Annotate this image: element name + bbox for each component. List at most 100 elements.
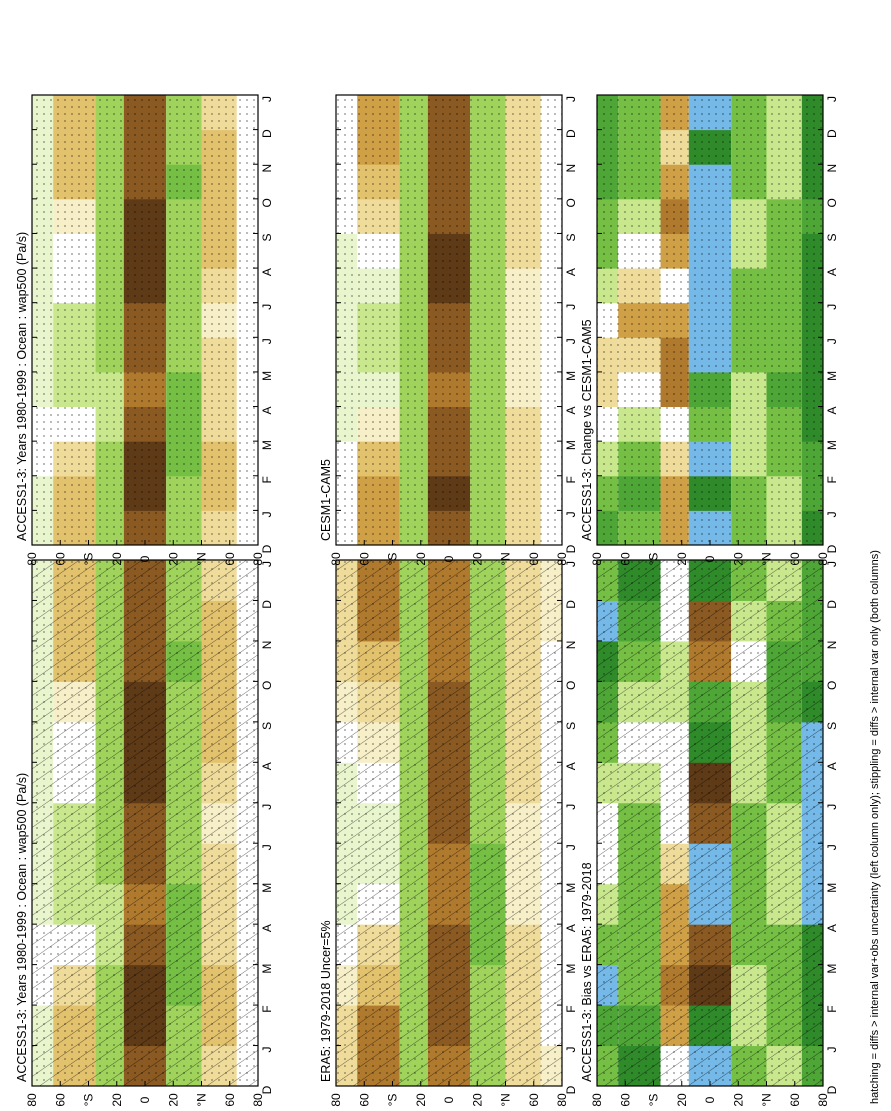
y-tick-label: 0 — [703, 1096, 717, 1103]
x-tick-label: D — [564, 129, 578, 138]
x-tick-label: A — [825, 924, 839, 932]
y-tick-label: 80 — [555, 1093, 569, 1107]
hatch-overlay — [32, 560, 258, 1086]
x-tick-label: D — [260, 1085, 274, 1094]
panel-title: ACCESS1-3: Years 1980-1999 : Ocean : wap… — [15, 232, 29, 541]
y-tick-label: °S — [82, 553, 96, 566]
x-tick-label: A — [564, 924, 578, 932]
x-tick-label: J — [564, 561, 578, 567]
y-tick-label: 20 — [731, 552, 745, 566]
panel-title: ERA5: 1979-2018 Uncer=5% — [319, 920, 333, 1082]
y-tick-label: °S — [647, 553, 661, 566]
panel-right-top: DJFMAMJJASONDJ8060°N20020°S6080ACCESS1-3… — [15, 94, 274, 566]
y-tick-label: °S — [82, 1094, 96, 1107]
y-tick-label: 80 — [251, 552, 265, 566]
y-tick-label: °N — [760, 1093, 774, 1106]
y-tick-label: 60 — [527, 1093, 541, 1107]
x-tick-label: M — [564, 964, 578, 974]
panel-right-bottom: DJFMAMJJASONDJ8060°N20020°S6080ACCESS1-3… — [580, 94, 839, 566]
x-tick-label: S — [825, 233, 839, 241]
panel-left-middle: D J F M A M J J A S O N D J 80 60 °N 20 0 20 °S 60 80 ERA5: 197… — [319, 559, 578, 1107]
y-tick-label: 60 — [788, 1093, 802, 1107]
y-tick-label: 60 — [618, 1093, 632, 1107]
x-tick-label: A — [564, 268, 578, 276]
x-tick-label: D — [825, 1085, 839, 1094]
x-tick-label: J — [564, 338, 578, 344]
x-tick-label: M — [260, 440, 274, 450]
x-tick-label: A — [564, 762, 578, 770]
y-tick-label: 80 — [251, 1093, 265, 1107]
x-tick-label: N — [564, 164, 578, 173]
y-tick-label: 20 — [470, 552, 484, 566]
x-tick-label: O — [260, 198, 274, 207]
x-tick-label: J — [260, 511, 274, 517]
x-tick-label: O — [825, 681, 839, 690]
x-tick-label: M — [825, 883, 839, 893]
y-tick-label: 80 — [816, 1093, 830, 1107]
x-tick-label: O — [825, 198, 839, 207]
x-tick-label: S — [260, 722, 274, 730]
y-tick-label: 80 — [25, 1093, 39, 1107]
x-tick-label: N — [825, 164, 839, 173]
y-tick-label: 60 — [618, 552, 632, 566]
x-tick-label: J — [564, 844, 578, 850]
x-tick-label: J — [564, 304, 578, 310]
panel-right-middle: DJFMAMJJASONDJ8060°N20020°S6080CESM1-CAM… — [319, 94, 578, 566]
panel-left-bottom: D J F M A M J J A S O N D J 80 60 °N 20 0 20 °S 60 80 ACCESS1-3… — [580, 559, 839, 1107]
y-tick-label: 20 — [675, 1093, 689, 1107]
x-tick-label: M — [825, 371, 839, 381]
x-tick-label: J — [564, 96, 578, 102]
x-tick-label: D — [260, 544, 274, 553]
x-tick-label: F — [825, 476, 839, 483]
hatch-overlay — [597, 560, 823, 1086]
y-tick-label: 60 — [788, 552, 802, 566]
x-tick-label: J — [564, 804, 578, 810]
x-tick-label: O — [564, 681, 578, 690]
y-tick-label: 0 — [138, 555, 152, 562]
x-tick-label: A — [260, 268, 274, 276]
x-tick-label: A — [564, 407, 578, 415]
y-tick-label: °S — [386, 1094, 400, 1107]
x-tick-label: M — [564, 883, 578, 893]
x-tick-label: A — [260, 407, 274, 415]
y-tick-label: 20 — [731, 1093, 745, 1107]
x-tick-label: J — [825, 511, 839, 517]
x-tick-label: M — [825, 964, 839, 974]
y-tick-label: 0 — [442, 1096, 456, 1103]
x-tick-label: F — [825, 1005, 839, 1012]
x-tick-label: J — [564, 1047, 578, 1053]
x-tick-label: N — [260, 641, 274, 650]
x-tick-label: D — [825, 544, 839, 553]
y-tick-label: 60 — [53, 1093, 67, 1107]
x-tick-label: N — [564, 641, 578, 650]
x-tick-label: M — [564, 440, 578, 450]
x-tick-label: D — [825, 129, 839, 138]
footer-note: hatching = diffs > internal var+obs unce… — [869, 550, 881, 1104]
x-tick-label: S — [825, 722, 839, 730]
x-tick-label: A — [825, 268, 839, 276]
y-tick-label: 20 — [166, 552, 180, 566]
x-tick-label: D — [564, 1085, 578, 1094]
y-tick-label: 60 — [53, 552, 67, 566]
x-tick-label: J — [825, 304, 839, 310]
x-tick-label: N — [825, 641, 839, 650]
x-tick-label: J — [260, 304, 274, 310]
y-tick-label: 60 — [223, 1093, 237, 1107]
panel-title: ACCESS1-3: Bias vs ERA5: 1979-2018 — [580, 862, 594, 1082]
x-tick-label: S — [564, 233, 578, 241]
y-tick-label: 60 — [357, 1093, 371, 1107]
y-tick-label: °N — [195, 1093, 209, 1106]
hatch-overlay — [336, 560, 562, 1086]
x-tick-label: M — [260, 371, 274, 381]
panel-title: ACCESS1-3: Years 1980-1999 : Ocean : wap… — [15, 773, 29, 1082]
x-tick-label: J — [260, 561, 274, 567]
x-tick-label: J — [260, 804, 274, 810]
y-tick-label: 20 — [470, 1093, 484, 1107]
y-tick-label: 0 — [442, 555, 456, 562]
x-tick-label: F — [564, 476, 578, 483]
y-tick-label: 20 — [110, 552, 124, 566]
y-tick-label: 80 — [329, 1093, 343, 1107]
y-tick-label: 60 — [223, 552, 237, 566]
panel-title: CESM1-CAM5 — [319, 459, 333, 541]
